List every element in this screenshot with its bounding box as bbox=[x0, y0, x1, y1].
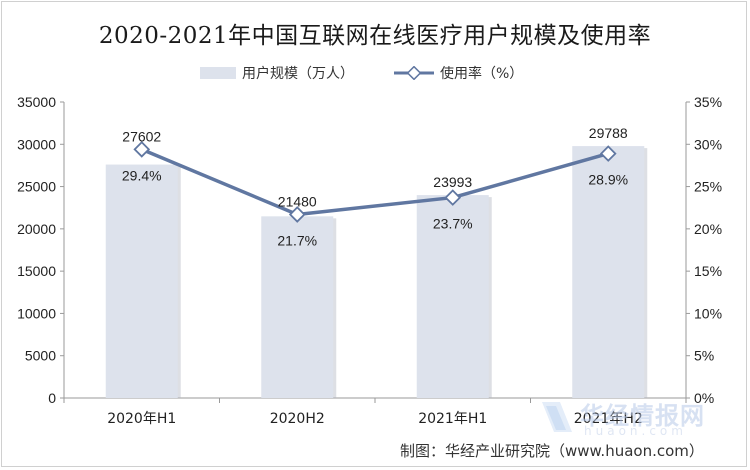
y-right-tick-label: 15% bbox=[694, 263, 722, 279]
y-left-tick-label: 20000 bbox=[17, 221, 56, 237]
bar-value-label: 29788 bbox=[589, 125, 628, 141]
y-right-tick-label: 25% bbox=[694, 179, 722, 195]
y-right-tick-label: 20% bbox=[694, 221, 722, 237]
x-tick-label: 2020年H1 bbox=[107, 411, 176, 427]
rate-value-label: 29.4% bbox=[122, 167, 162, 183]
bar bbox=[105, 164, 178, 398]
legend-line-swatch bbox=[394, 66, 434, 80]
x-tick-label: 2021年H1 bbox=[418, 411, 487, 427]
chart-legend: 用户规模（万人） 使用率（%） bbox=[200, 64, 523, 82]
y-right-tick-label: 35% bbox=[694, 94, 722, 110]
chart-title: 2020-2021年中国互联网在线医疗用户规模及使用率 bbox=[98, 23, 652, 49]
legend-label-users: 用户规模（万人） bbox=[242, 66, 354, 82]
y-left-tick-label: 10000 bbox=[17, 305, 56, 321]
y-right-tick-label: 5% bbox=[694, 348, 714, 364]
y-left-tick-label: 25000 bbox=[17, 179, 56, 195]
rate-point-marker bbox=[133, 141, 151, 158]
legend-label-rate: 使用率（%） bbox=[440, 66, 524, 82]
rate-point-marker bbox=[288, 206, 306, 223]
y-left-tick-label: 0 bbox=[48, 390, 56, 406]
y-left-tick-label: 15000 bbox=[17, 263, 56, 279]
rate-value-label: 28.9% bbox=[588, 172, 628, 188]
bar bbox=[416, 195, 489, 398]
rate-point-marker bbox=[444, 189, 462, 206]
bar bbox=[261, 216, 334, 398]
y-right-tick-label: 30% bbox=[694, 136, 722, 152]
bar-value-label: 23993 bbox=[433, 174, 472, 190]
y-right-tick-label: 10% bbox=[694, 305, 722, 321]
bar-value-label: 27602 bbox=[122, 128, 161, 144]
y-left-tick-label: 30000 bbox=[17, 136, 56, 152]
rate-value-label: 23.7% bbox=[433, 216, 473, 232]
x-tick-label: 2021年H2 bbox=[574, 411, 643, 427]
source-credit: 制图：华经产业研究院（www.huaon.com） bbox=[400, 442, 704, 460]
x-tick-label: 2020H2 bbox=[270, 411, 325, 427]
rate-point-marker bbox=[599, 145, 617, 162]
y-left-tick-label: 5000 bbox=[25, 348, 56, 364]
bar-value-label: 21480 bbox=[278, 193, 317, 209]
legend-bar-swatch bbox=[200, 67, 236, 79]
y-left-tick-label: 35000 bbox=[17, 94, 56, 110]
rate-line bbox=[141, 147, 609, 217]
y-right-tick-label: 0% bbox=[694, 390, 714, 406]
bar bbox=[572, 146, 645, 398]
rate-value-label: 21.7% bbox=[277, 232, 317, 248]
